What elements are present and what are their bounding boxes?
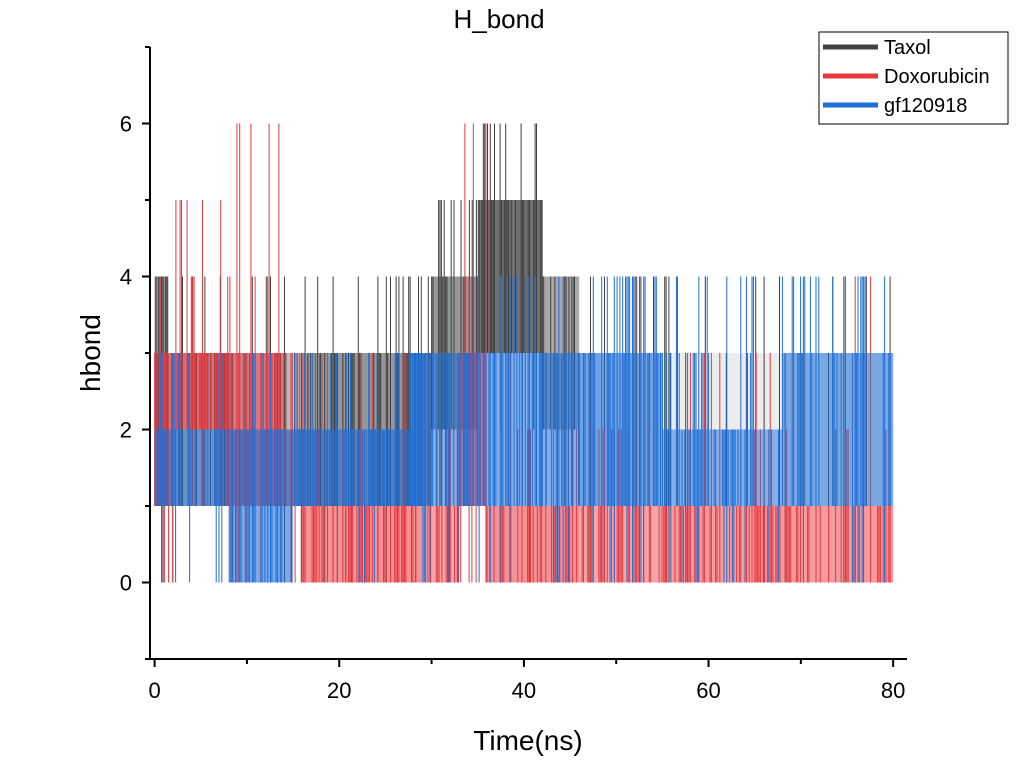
series-layer	[154, 123, 894, 583]
y-tick-label: 6	[120, 112, 132, 137]
x-tick-label: 20	[327, 678, 351, 703]
series-trace	[477, 276, 579, 583]
series-trace	[412, 353, 474, 583]
x-axis-label: Time(ns)	[473, 725, 582, 756]
legend-label: Doxorubicin	[884, 66, 990, 88]
series-band	[422, 506, 460, 583]
series-band	[782, 506, 894, 583]
series-gf120918	[154, 276, 894, 583]
series-trace	[230, 353, 292, 583]
y-tick-label: 4	[120, 265, 132, 290]
x-tick-label: 40	[512, 678, 536, 703]
legend-label: Taxol	[884, 37, 931, 59]
legend-label: gf120918	[884, 95, 967, 117]
series-trace	[661, 276, 780, 583]
series-band	[228, 429, 294, 583]
legend: Taxol Doxorubicin gf120918	[818, 31, 1009, 125]
x-tick-label: 0	[148, 678, 160, 703]
y-axis-label: hbond	[75, 314, 106, 392]
series-trace	[155, 353, 228, 583]
x-tick-label: 60	[696, 678, 720, 703]
series-trace	[294, 353, 413, 583]
y-tick-label: 0	[120, 571, 132, 596]
series-trace	[578, 276, 661, 583]
axes-layer: 0 20 40 60 80 0 2 4 6	[120, 46, 907, 703]
chart-title: H_bond	[453, 4, 544, 34]
y-tick-label: 2	[120, 418, 132, 443]
x-tick-label: 80	[881, 678, 905, 703]
series-trace	[781, 276, 891, 583]
